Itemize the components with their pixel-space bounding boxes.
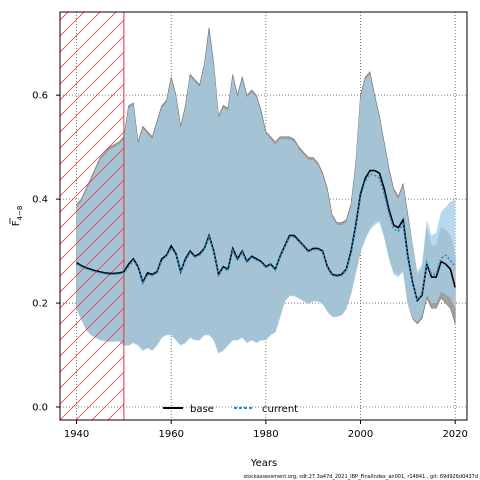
plot-frame xyxy=(59,11,468,421)
x-tick-label: 2000 xyxy=(348,429,373,440)
y-tick-label: 0.6 xyxy=(32,91,48,102)
x-tick-label: 1940 xyxy=(64,429,89,440)
y-axis-title: F4−8 xyxy=(9,206,24,227)
x-tick-label: 2020 xyxy=(442,429,467,440)
footer-note: stockassessment.org, sdt:27.3a47d_2021_I… xyxy=(243,474,478,480)
series-lines xyxy=(76,169,456,303)
y-tick-label: 0.2 xyxy=(32,299,48,310)
hatched-period-rect xyxy=(60,12,125,420)
y-tick-label: 0.0 xyxy=(32,403,48,414)
hatched-region xyxy=(60,12,125,420)
x-tick-label: 1980 xyxy=(253,429,278,440)
base-line xyxy=(76,169,456,303)
axes: 1940 1960 1980 2000 2020 0.0 0.2 0.4 0.6 xyxy=(32,91,468,440)
x-axis-title: Years xyxy=(250,458,277,469)
current-line xyxy=(76,173,456,302)
svg-text:F4−8: F4−8 xyxy=(11,206,24,227)
overlap-confidence-band xyxy=(76,32,456,353)
legend-base-label: base xyxy=(190,404,214,415)
confidence-bands xyxy=(76,27,456,354)
legend: base current xyxy=(163,404,298,415)
y-axis-title-sub: 4−8 xyxy=(16,206,24,221)
y-tick-label: 0.4 xyxy=(32,195,48,206)
x-tick-label: 1960 xyxy=(158,429,183,440)
y-axis-title-main: F xyxy=(11,220,22,226)
legend-current-label: current xyxy=(262,404,298,415)
